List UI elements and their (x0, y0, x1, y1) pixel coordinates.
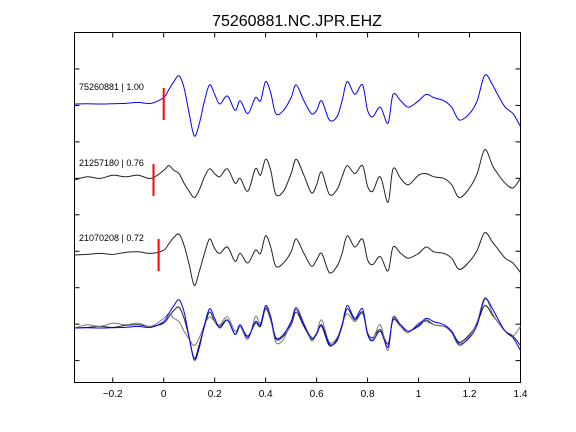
overlay-trace-line-1 (74, 297, 521, 351)
x-tick-label: 1 (416, 389, 422, 400)
trace-line-2 (74, 232, 521, 286)
x-tick-label: 0.6 (310, 389, 324, 400)
x-tick-label: 1.4 (514, 389, 528, 400)
trace-label-0: 75260881 | 1.00 (79, 82, 144, 92)
y-axis-ticks (74, 68, 521, 362)
overlay-traces (74, 297, 521, 361)
x-tick-label: 0 (161, 389, 167, 400)
trace-line-0 (74, 74, 521, 137)
trace-label-1: 21257180 | 0.76 (79, 158, 144, 168)
plot-frame (74, 32, 521, 383)
x-tick-label: 1.2 (463, 389, 477, 400)
overlay-trace-line-2 (74, 305, 521, 359)
x-tick-label: 0.2 (208, 389, 222, 400)
x-axis: −0.2 0 0.2 0.4 0.6 0.8 1 1.2 1.4 (103, 32, 528, 400)
x-tick-label: 0.4 (259, 389, 273, 400)
x-tick-label: −0.2 (103, 389, 123, 400)
chart-title: 75260881.NC.JPR.EHZ (212, 13, 382, 30)
x-tick-label: 0.8 (361, 389, 375, 400)
trace-label-2: 21070208 | 0.72 (79, 233, 144, 243)
overlay-trace-line-0 (74, 298, 521, 361)
trace-line-1 (74, 149, 521, 203)
traces: 75260881 | 1.00 21257180 | 0.76 21070208 |… (74, 74, 521, 286)
